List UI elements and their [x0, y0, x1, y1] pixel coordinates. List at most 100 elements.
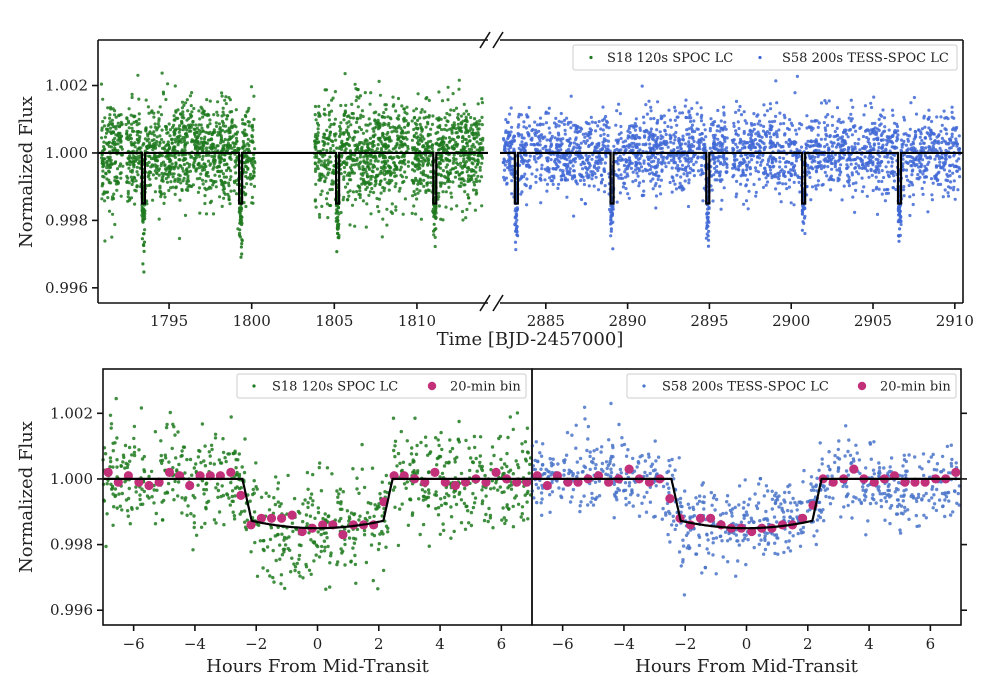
data-point [429, 127, 433, 131]
data-point [642, 121, 646, 125]
data-point [108, 165, 113, 169]
data-point [236, 227, 240, 231]
data-point [418, 163, 422, 167]
data-point [370, 186, 374, 191]
data-point [719, 179, 723, 183]
data-point [681, 186, 685, 190]
data-point [410, 119, 414, 123]
data-point [400, 140, 404, 144]
data-point [324, 197, 329, 201]
data-point [342, 160, 346, 164]
data-point [877, 117, 881, 121]
data-point [473, 137, 477, 141]
data-point [324, 176, 328, 180]
data-point [347, 133, 351, 137]
data-point [213, 160, 217, 164]
data-point [177, 153, 181, 157]
data-point [151, 198, 155, 202]
data-point [163, 195, 167, 199]
data-point [644, 103, 648, 107]
data-point [457, 117, 461, 121]
data-point [355, 158, 359, 162]
data-point [167, 122, 171, 126]
data-point [662, 114, 666, 118]
data-point [144, 129, 148, 133]
data-point [473, 208, 477, 212]
data-point [734, 99, 739, 103]
data-point [745, 178, 750, 182]
data-point [607, 126, 611, 130]
data-point [459, 164, 463, 168]
data-point [346, 182, 350, 186]
data-point [762, 103, 766, 107]
data-point [539, 173, 543, 177]
data-point [321, 148, 325, 152]
data-point [109, 161, 113, 165]
data-point [379, 147, 383, 151]
data-point [186, 179, 191, 183]
data-point [913, 149, 917, 153]
data-point [538, 139, 542, 143]
data-point [454, 127, 458, 131]
data-point [142, 142, 146, 146]
data-point [141, 232, 146, 236]
data-point [854, 162, 858, 166]
data-point [778, 156, 782, 160]
data-point [108, 155, 112, 159]
data-point [868, 145, 873, 149]
data-point [129, 196, 134, 200]
data-point [332, 122, 336, 126]
data-point [604, 114, 608, 119]
data-point [615, 200, 619, 204]
data-point [200, 157, 204, 161]
data-point [957, 147, 962, 151]
data-point [908, 180, 912, 184]
data-point [911, 193, 916, 197]
data-point [189, 104, 193, 108]
data-point [582, 182, 587, 187]
data-point [504, 130, 508, 135]
data-point [533, 120, 537, 124]
data-point [708, 146, 712, 150]
data-point [675, 123, 679, 127]
data-point [950, 132, 954, 136]
data-point [704, 135, 708, 139]
data-point [774, 159, 778, 163]
data-point [177, 158, 181, 162]
data-point [845, 132, 849, 136]
data-point [460, 209, 465, 214]
data-point [213, 173, 217, 177]
data-point [130, 160, 134, 164]
data-point [243, 122, 247, 126]
data-point [565, 116, 569, 120]
data-point [626, 192, 630, 196]
data-point [783, 174, 787, 179]
data-point [327, 103, 331, 107]
data-point [243, 164, 247, 168]
data-point [111, 212, 115, 216]
data-point [249, 85, 254, 89]
data-point [389, 139, 393, 143]
data-point [237, 209, 242, 213]
data-point [327, 161, 331, 165]
data-point [203, 113, 207, 117]
data-point [379, 179, 383, 183]
data-point [357, 125, 362, 129]
data-point [181, 158, 185, 162]
data-point [871, 188, 875, 193]
data-point [711, 121, 715, 125]
data-point [631, 170, 635, 174]
data-point [462, 157, 466, 161]
data-point [325, 128, 329, 132]
data-point [365, 202, 369, 206]
data-point [142, 249, 146, 253]
data-point [717, 148, 721, 152]
data-point [185, 134, 189, 139]
data-point [217, 156, 221, 160]
data-point [181, 110, 185, 114]
data-point [427, 115, 431, 119]
data-point [914, 112, 919, 116]
data-point [330, 187, 334, 192]
data-point [393, 163, 397, 168]
data-point [355, 120, 359, 124]
